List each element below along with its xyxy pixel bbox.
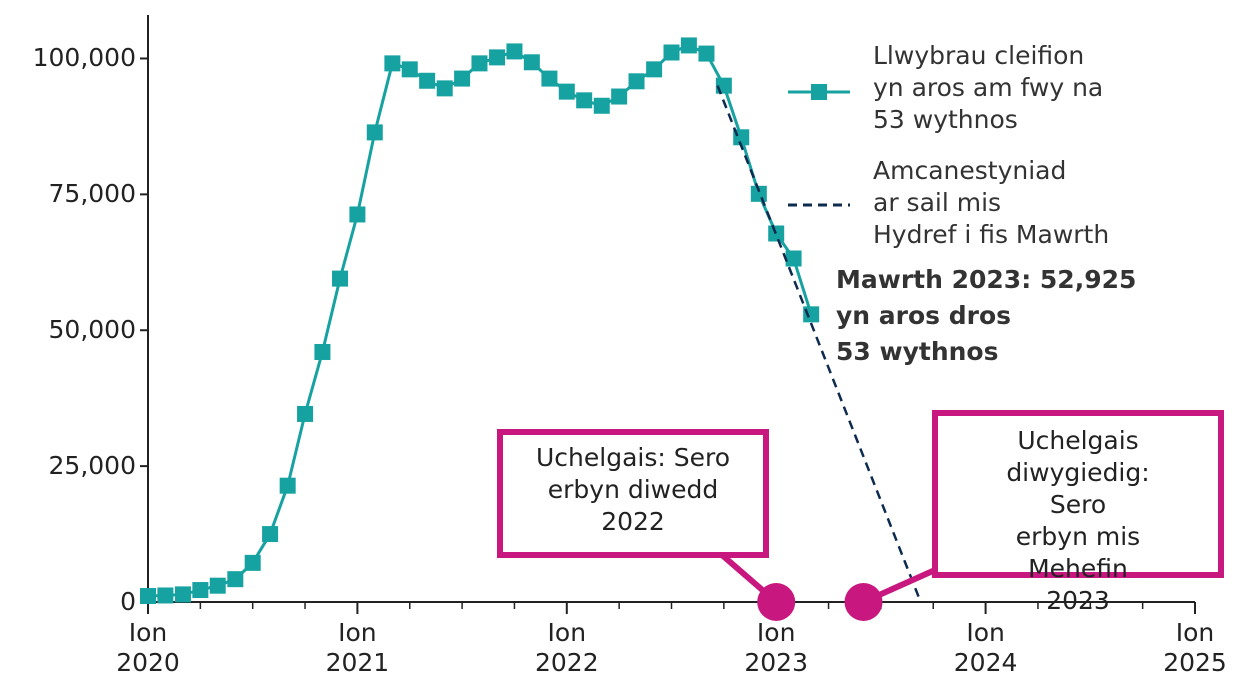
y-tick-label: 50,000 <box>48 315 136 345</box>
target-marker <box>844 583 883 621</box>
point-marker <box>680 37 697 54</box>
x-tick-label: Ion 2024 <box>953 618 1018 677</box>
y-tick-label: 75,000 <box>48 179 136 209</box>
point-marker <box>209 577 226 594</box>
legend-marker <box>811 84 827 100</box>
annotation-box <box>497 429 769 558</box>
point-marker <box>576 92 593 109</box>
x-tick-label: Ion 2023 <box>744 618 808 677</box>
point-marker <box>454 70 471 87</box>
y-tick-label: 0 <box>120 587 136 616</box>
point-marker <box>628 73 645 90</box>
point-marker <box>366 124 383 141</box>
target-marker <box>757 583 796 621</box>
annotation-box-text: Uchelgais diwygiedig: Sero erbyn mis Meh… <box>1006 426 1150 615</box>
point-marker <box>646 61 663 78</box>
point-marker <box>523 54 540 71</box>
point-marker <box>297 405 314 422</box>
point-marker <box>506 43 523 60</box>
point-marker <box>227 571 244 588</box>
annotation-box <box>932 410 1224 578</box>
point-marker <box>436 80 453 97</box>
point-marker <box>489 49 506 66</box>
point-marker <box>279 477 296 494</box>
x-tick-label: Ion 2020 <box>116 618 180 677</box>
point-marker <box>384 55 401 72</box>
point-marker <box>192 582 209 599</box>
point-marker <box>663 44 680 61</box>
x-tick-label: Ion 2025 <box>1163 618 1227 677</box>
point-marker <box>157 587 174 604</box>
legend-label: Llwybrau cleifion yn aros am fwy na 53 w… <box>873 41 1104 134</box>
point-marker <box>768 225 785 242</box>
point-marker <box>262 526 279 543</box>
point-marker <box>593 97 610 114</box>
point-marker <box>541 70 558 87</box>
y-tick-label: 25,000 <box>48 451 136 481</box>
point-marker <box>419 72 436 89</box>
point-marker <box>803 306 820 323</box>
annotation: Mawrth 2023: 52,925 yn aros dros 53 wyth… <box>836 265 1137 366</box>
point-marker <box>611 88 628 105</box>
point-marker <box>332 270 349 287</box>
point-marker <box>401 61 418 78</box>
annotation-box-text: Uchelgais: Sero erbyn diwedd 2022 <box>535 443 731 536</box>
point-marker <box>698 45 715 62</box>
y-tick-label: 100,000 <box>32 43 136 73</box>
point-marker <box>471 55 488 72</box>
point-marker <box>314 343 331 360</box>
point-marker <box>244 554 261 571</box>
legend-label: Amcanestyniad ar sail mis Hydref i fis M… <box>873 156 1110 249</box>
point-marker <box>785 250 802 267</box>
point-marker <box>349 206 366 223</box>
point-marker <box>140 588 156 605</box>
point-marker <box>558 83 575 100</box>
series-line <box>716 85 922 603</box>
x-tick-label: Ion 2021 <box>325 618 390 677</box>
x-tick-label: Ion 2022 <box>534 618 599 677</box>
point-marker <box>174 586 191 603</box>
